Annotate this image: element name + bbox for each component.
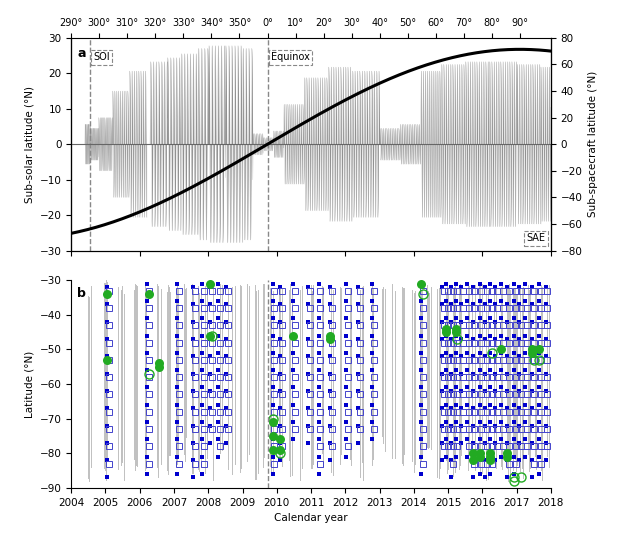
Text: Equinox: Equinox — [271, 52, 310, 62]
Text: SAE: SAE — [527, 233, 546, 243]
Text: b: b — [77, 287, 86, 300]
X-axis label: Calendar year: Calendar year — [274, 513, 348, 523]
Y-axis label: Sub-spacecraft latitude (°N): Sub-spacecraft latitude (°N) — [588, 71, 598, 217]
Text: a: a — [77, 47, 86, 60]
Y-axis label: Sub-solar latitude (°N): Sub-solar latitude (°N) — [24, 86, 34, 203]
Text: SOI: SOI — [93, 52, 110, 62]
Y-axis label: Latitude (°N): Latitude (°N) — [24, 350, 34, 418]
